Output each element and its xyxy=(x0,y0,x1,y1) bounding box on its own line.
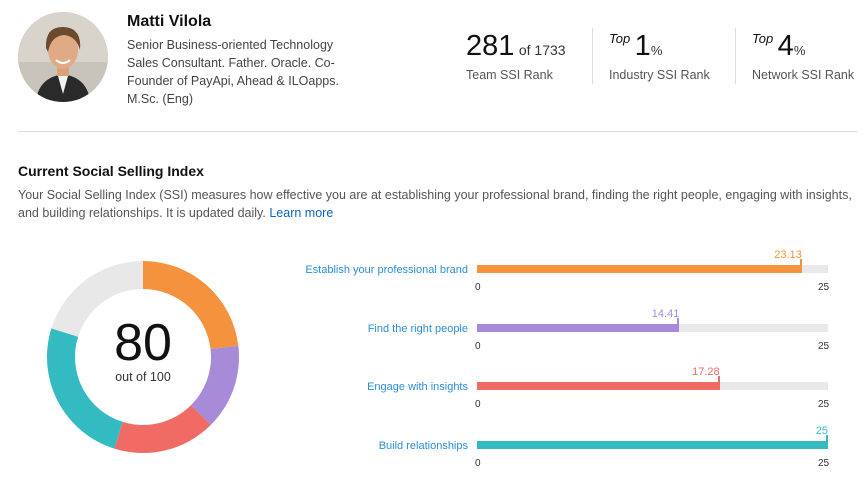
ssi-axis-max: 25 xyxy=(818,282,830,293)
ssi-bar-value: 17.28 xyxy=(692,366,720,378)
ssi-bar-value: 23.13 xyxy=(774,249,802,261)
ssi-bar-marker xyxy=(826,435,828,449)
ssi-bar-marker xyxy=(799,259,802,273)
donut-segment-2 xyxy=(190,345,240,426)
ssi-component-label[interactable]: Find the right people xyxy=(367,323,468,335)
ssi-component-row: Find the right people 14.41 0 25 xyxy=(0,304,862,360)
ssi-bar-fill xyxy=(477,265,802,273)
donut-segment-1 xyxy=(143,261,239,350)
ssi-bar-fill xyxy=(477,382,720,390)
ssi-axis-max: 25 xyxy=(818,399,830,410)
ssi-bar-track: 25 xyxy=(477,425,828,449)
ssi-component-label[interactable]: Establish your professional brand xyxy=(305,264,468,276)
ssi-description-text: Your Social Selling Index (SSI) measures… xyxy=(18,188,852,220)
network-rank-label: Network SSI Rank xyxy=(752,68,855,82)
ssi-bar-marker xyxy=(677,318,680,332)
ssi-bar-value: 25 xyxy=(815,425,828,437)
ssi-axis-min: 0 xyxy=(475,458,481,469)
rank-divider xyxy=(592,28,593,84)
section-description: Your Social Selling Index (SSI) measures… xyxy=(18,186,854,222)
network-rank-prefix: Top xyxy=(752,31,774,46)
industry-rank-unit: % xyxy=(650,43,663,58)
ssi-component-label[interactable]: Build relationships xyxy=(378,440,468,452)
team-rank-value: 281 xyxy=(466,30,515,62)
donut-segment-3 xyxy=(114,405,211,453)
section-title: Current Social Selling Index xyxy=(18,163,204,179)
industry-rank-value: 1 xyxy=(634,30,651,62)
profile-name[interactable]: Matti Vilola xyxy=(127,13,212,30)
ssi-score-subtitle: out of 100 xyxy=(115,370,171,384)
ssi-bar-fill xyxy=(477,441,828,449)
network-rank-unit: % xyxy=(793,43,806,58)
ssi-component-row: Establish your professional brand 23.13 0 2… xyxy=(0,245,862,301)
ssi-bar-fill xyxy=(477,324,680,332)
ssi-axis-max: 25 xyxy=(818,341,830,352)
ssi-bar-value: 14.41 xyxy=(651,308,680,320)
team-rank-total: of 1733 xyxy=(518,42,566,58)
ssi-component-label[interactable]: Engage with insights xyxy=(367,381,468,393)
profile-headline: Senior Business-oriented Technology Sale… xyxy=(127,38,339,106)
header-divider xyxy=(18,131,858,132)
rank-divider xyxy=(735,28,736,84)
network-rank-value: 4 xyxy=(777,30,794,62)
ssi-bar-marker xyxy=(717,376,720,390)
ssi-bar-track: 23.13 xyxy=(477,249,828,273)
ssi-axis-min: 0 xyxy=(475,399,481,410)
industry-ssi-rank: Top 1% Industry SSI Rank xyxy=(609,30,710,82)
avatar[interactable] xyxy=(18,12,108,102)
ssi-axis-min: 0 xyxy=(475,282,481,293)
avatar-photo xyxy=(18,12,108,102)
donut-remainder xyxy=(51,261,143,337)
industry-rank-label: Industry SSI Rank xyxy=(609,68,710,82)
ssi-bar-track: 17.28 xyxy=(477,366,828,390)
ssi-axis-min: 0 xyxy=(475,341,481,352)
learn-more-link[interactable]: Learn more xyxy=(269,206,334,220)
ssi-score: 80 xyxy=(114,314,172,372)
industry-rank-prefix: Top xyxy=(609,31,631,46)
ssi-axis-max: 25 xyxy=(818,458,830,469)
network-ssi-rank: Top 4% Network SSI Rank xyxy=(752,30,854,82)
team-ssi-rank: 281 of 1733 Team SSI Rank xyxy=(466,30,566,82)
ssi-donut-chart xyxy=(47,261,240,453)
team-rank-label: Team SSI Rank xyxy=(466,68,553,82)
donut-segment-4 xyxy=(47,328,123,449)
ssi-component-row: Build relationships 25 0 25 xyxy=(0,421,862,477)
ssi-bar-track: 14.41 xyxy=(477,308,828,332)
ssi-component-row: Engage with insights 17.28 0 25 xyxy=(0,362,862,418)
